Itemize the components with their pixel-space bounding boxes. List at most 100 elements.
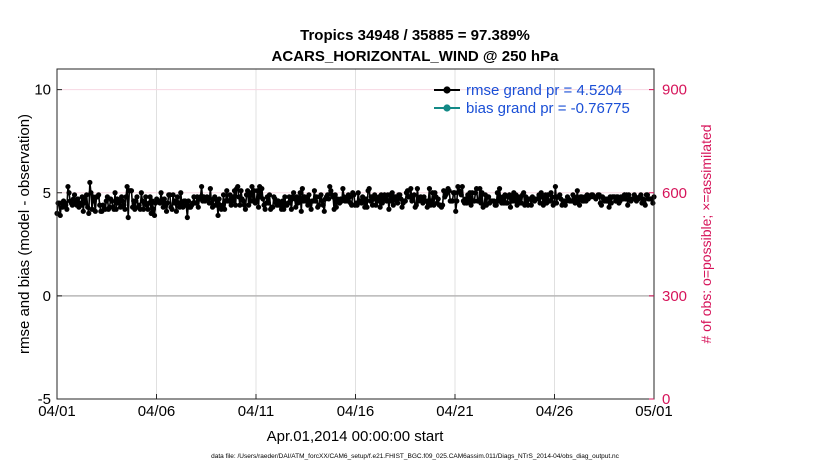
rmse-point	[158, 190, 164, 196]
rmse-point	[205, 196, 211, 202]
x-tick-label: 04/01	[38, 403, 76, 420]
rmse-point	[133, 198, 139, 204]
rmse-point	[386, 206, 392, 212]
rmse-point	[408, 186, 414, 192]
rmse-point	[333, 204, 339, 210]
rmse-point	[552, 183, 559, 190]
rmse-point	[644, 192, 651, 198]
rmse-point	[178, 190, 184, 196]
rmse-point	[109, 198, 115, 204]
rmse-point	[399, 204, 405, 210]
rmse-point	[232, 202, 239, 208]
rmse-point	[355, 190, 361, 196]
rmse-point	[235, 183, 241, 190]
rmse-point	[134, 194, 140, 200]
rmse-point	[207, 186, 213, 192]
rmse-point	[402, 198, 408, 204]
rmse-point	[253, 198, 259, 204]
left-tick-label: -5	[38, 391, 51, 408]
rmse-point	[395, 200, 401, 206]
rmse-point	[390, 202, 396, 208]
rmse-point	[574, 188, 580, 194]
rmse-point	[70, 196, 77, 202]
rmse-point	[411, 192, 417, 198]
rmse-point	[238, 188, 244, 194]
rmse-point	[265, 200, 272, 206]
rmse-point	[388, 198, 394, 204]
left-axis-ticks: -5 0 5 10	[34, 82, 62, 408]
rmse-point	[547, 198, 553, 204]
rmse-point	[397, 192, 403, 198]
footer-data-file: data file: /Users/raeder/DAI/ATM_forcXX/…	[211, 453, 620, 460]
rmse-point	[161, 196, 167, 202]
x-tick-label: 04/26	[536, 403, 574, 420]
legend-rmse-label: rmse grand pr = 4.5204	[466, 82, 622, 99]
rmse-point	[259, 186, 265, 192]
rmse-point	[364, 204, 370, 210]
rmse-point	[145, 206, 151, 212]
rmse-point	[151, 212, 158, 219]
rmse-point	[557, 192, 563, 198]
rmse-point	[377, 204, 383, 210]
rmse-point	[291, 190, 297, 196]
rmse-point	[351, 192, 357, 198]
rmse-point	[123, 194, 129, 200]
rmse-point	[608, 200, 614, 206]
rmse-point	[65, 183, 71, 190]
rmse-point	[638, 192, 644, 198]
rmse-point	[311, 188, 318, 194]
rmse-point	[193, 200, 199, 206]
rmse-point	[477, 186, 483, 192]
rmse-point	[163, 208, 170, 214]
rmse-point	[324, 192, 331, 198]
rmse-point	[491, 198, 497, 204]
rmse-point	[379, 200, 385, 206]
rmse-point	[128, 188, 135, 194]
rmse-point	[373, 202, 379, 208]
rmse-point	[298, 208, 304, 214]
rmse-point	[328, 188, 334, 194]
rmse-point	[384, 198, 390, 204]
rmse-point	[185, 198, 192, 204]
rmse-point	[83, 192, 90, 198]
rmse-point	[413, 202, 419, 208]
rmse-point	[640, 196, 646, 202]
rmse-point	[63, 202, 69, 208]
rmse-point	[293, 204, 299, 210]
rmse-point	[312, 198, 319, 204]
rmse-point	[221, 206, 228, 212]
rmse-point	[455, 183, 461, 190]
rmse-point	[174, 194, 181, 200]
rmse-point	[85, 204, 91, 210]
rmse-point	[432, 190, 438, 196]
rmse-point	[625, 202, 631, 208]
legend: rmse grand pr = 4.5204 bias grand pr = -…	[434, 82, 630, 117]
rmse-point	[426, 186, 433, 192]
rmse-point	[224, 188, 230, 194]
left-axis-label: rmse and bias (model - observation)	[16, 114, 33, 354]
rmse-point	[553, 200, 560, 206]
rmse-point	[165, 200, 171, 206]
rmse-point	[96, 192, 102, 198]
rmse-point	[439, 202, 446, 208]
rmse-point	[472, 190, 479, 196]
rmse-point	[504, 200, 510, 206]
rmse-point	[136, 202, 142, 208]
rmse-point	[208, 200, 215, 206]
x-axis-label: Apr.01,2014 00:00:00 start	[267, 428, 445, 445]
rmse-point	[266, 192, 273, 198]
rmse-point	[124, 183, 130, 190]
x-tick-label: 05/01	[635, 403, 673, 420]
rmse-point	[78, 202, 84, 208]
rmse-point	[228, 202, 234, 208]
rmse-point	[150, 206, 156, 212]
rmse-point	[119, 194, 125, 200]
rmse-point	[299, 186, 305, 192]
rmse-point	[453, 208, 459, 214]
rmse-point	[622, 196, 629, 202]
rmse-point	[260, 196, 266, 202]
rmse-point	[169, 206, 175, 212]
rmse-point	[254, 188, 261, 194]
rmse-point	[650, 200, 656, 206]
